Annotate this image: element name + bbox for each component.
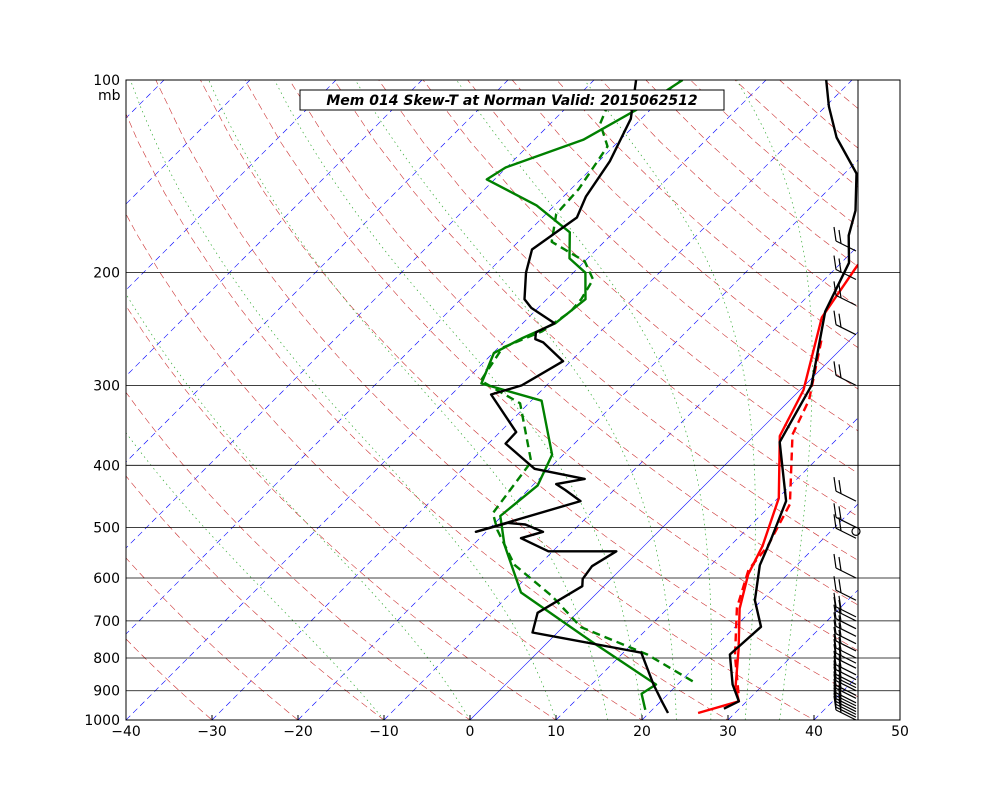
isotherm-line bbox=[297, 159, 858, 720]
wind-barb bbox=[833, 361, 857, 386]
isotherm-line bbox=[126, 80, 681, 635]
x-tick-label: −40 bbox=[111, 724, 141, 740]
x-tick-label: 10 bbox=[547, 724, 565, 740]
isotherm-line bbox=[555, 417, 858, 720]
x-axis: −40 −30 −20 −10 0 10 20 30 40 50 bbox=[111, 715, 909, 740]
moist-adiabat-line bbox=[130, 80, 557, 720]
wind-barb bbox=[833, 678, 857, 704]
wind-barbs bbox=[833, 226, 861, 721]
y-tick-label: 300 bbox=[93, 378, 120, 394]
x-tick-label: −10 bbox=[369, 724, 399, 740]
y-tick-label: 800 bbox=[93, 651, 120, 667]
wind-barb bbox=[833, 626, 857, 652]
red-dashed-profile-line bbox=[733, 339, 823, 694]
x-tick-label: 50 bbox=[891, 724, 909, 740]
wind-barb bbox=[833, 612, 857, 637]
black-solid-profile-line bbox=[723, 80, 858, 710]
wind-barb bbox=[833, 660, 857, 686]
isotherm-line bbox=[126, 80, 423, 377]
dry-adiabat-line bbox=[378, 80, 858, 517]
wind-barb bbox=[833, 633, 857, 659]
calm-wind-circle bbox=[851, 526, 861, 536]
wind-barb bbox=[833, 281, 857, 306]
dry-adiabat-line bbox=[126, 113, 729, 720]
y-tick-label: 100 bbox=[93, 73, 120, 89]
wind-barb bbox=[833, 592, 857, 618]
wind-barb bbox=[833, 310, 857, 336]
moist-adiabat-line bbox=[274, 80, 643, 720]
y-tick-label: 1000 bbox=[84, 713, 120, 729]
y-tick-label: 900 bbox=[93, 684, 120, 700]
isotherm-line bbox=[211, 80, 853, 720]
y-axis: 100 200 300 400 500 600 700 800 900 1000 bbox=[84, 73, 120, 729]
dry-adiabat-line bbox=[333, 80, 858, 561]
wind-barb bbox=[833, 604, 857, 630]
wind-barb bbox=[833, 576, 857, 601]
x-tick-label: 40 bbox=[805, 724, 823, 740]
red-solid-profile-line bbox=[697, 263, 858, 715]
moist-adiabat-line bbox=[355, 80, 677, 720]
chart-title: Mem 014 Skew-T at Norman Valid: 20150625… bbox=[326, 93, 697, 109]
green-dashed-profile-line bbox=[479, 98, 694, 683]
dry-adiabat-line bbox=[126, 305, 557, 720]
moist-adiabat-line bbox=[208, 80, 608, 720]
isotherm-line bbox=[383, 245, 858, 720]
dry-adiabat-line bbox=[126, 638, 213, 720]
dry-adiabat-line bbox=[467, 80, 858, 432]
wind-barb bbox=[833, 655, 857, 681]
moist-adiabat-line bbox=[126, 293, 471, 720]
isobar-lines bbox=[126, 272, 900, 692]
wind-barb bbox=[833, 477, 857, 502]
sounding-profiles bbox=[474, 80, 858, 715]
moist-adiabat-line bbox=[456, 80, 712, 720]
y-tick-label: 500 bbox=[93, 520, 120, 536]
isotherm-line bbox=[126, 80, 767, 720]
dry-adiabat-line bbox=[155, 80, 815, 720]
wind-barb bbox=[833, 503, 857, 528]
x-tick-label: −20 bbox=[283, 724, 313, 740]
isotherm-line bbox=[126, 80, 251, 205]
moist-adiabat-line bbox=[584, 80, 756, 720]
isotherm-line bbox=[126, 80, 509, 463]
wind-barb bbox=[833, 255, 857, 281]
plot-frame bbox=[125, 79, 901, 721]
isotherm-line bbox=[641, 503, 858, 720]
isotherm-line bbox=[126, 80, 595, 549]
isotherm-line bbox=[126, 80, 337, 291]
dry-adiabat-line bbox=[126, 213, 643, 720]
title-box bbox=[299, 89, 725, 111]
x-tick-label: 30 bbox=[719, 724, 737, 740]
wind-barb bbox=[833, 226, 857, 252]
dry-adiabat-line bbox=[126, 475, 385, 720]
dry-adiabat-line bbox=[126, 391, 471, 720]
y-tick-label: 700 bbox=[93, 614, 120, 630]
y-tick-label: 400 bbox=[93, 458, 120, 474]
wind-barb bbox=[833, 553, 857, 579]
x-tick-label: 20 bbox=[633, 724, 651, 740]
dry-adiabat-line bbox=[126, 557, 299, 720]
x-tick-label: −30 bbox=[197, 724, 227, 740]
y-tick-label: 600 bbox=[93, 571, 120, 587]
wind-barb bbox=[833, 619, 857, 645]
wind-barb bbox=[833, 639, 857, 664]
thermodynamic-background bbox=[126, 80, 858, 720]
black-solid-profile-line bbox=[474, 80, 670, 714]
dry-adiabat-line bbox=[244, 80, 858, 651]
moist-adiabat-line bbox=[736, 80, 813, 720]
y-tick-label: 200 bbox=[93, 266, 120, 282]
dry-adiabat-line bbox=[289, 80, 858, 606]
dry-adiabat-line bbox=[511, 80, 858, 390]
pressure-unit-label: mb bbox=[98, 88, 121, 104]
x-tick-label: 0 bbox=[466, 724, 475, 740]
